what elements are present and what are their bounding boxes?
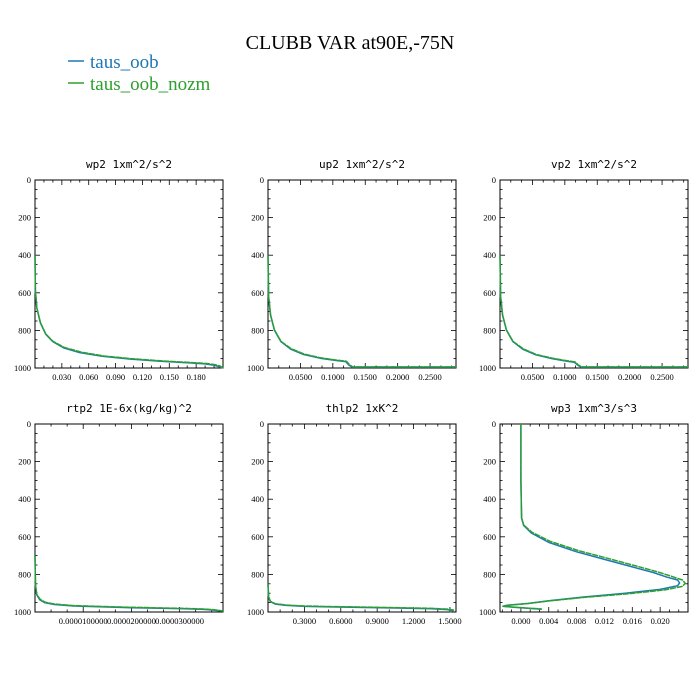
y-tick-label: 200 (18, 213, 31, 223)
panel-title: thlp2 1xK^2 (326, 402, 399, 415)
series-line-taus_oob_nozm (502, 424, 686, 610)
y-tick-label: 800 (251, 325, 264, 335)
y-tick-label: 1000 (479, 607, 496, 617)
y-tick-label: 1000 (479, 363, 496, 373)
x-tick-label: 1.2000 (402, 616, 425, 626)
series-line-taus_oob_nozm (34, 555, 224, 612)
series-line-taus_oob_nozm (267, 255, 456, 368)
panel-title: rtp2 1E-6x(kg/kg)^2 (66, 402, 192, 415)
y-tick-label: 200 (251, 457, 264, 467)
x-tick-label: 0.012 (595, 616, 614, 626)
x-tick-label: 0.030 (52, 372, 71, 382)
plot-frame (499, 423, 689, 613)
y-tick-label: 800 (251, 569, 264, 579)
panel-0: wp2 1xm^2/s^2 0 200 400 600 800 1000 0.030 0.060… (14, 158, 224, 382)
figure-title: CLUBB VAR at90E,-75N (246, 32, 455, 54)
x-tick-label: 0.9000 (365, 616, 388, 626)
x-tick-label: 0.016 (623, 616, 642, 626)
x-tick-label: 0.2000 (618, 372, 641, 382)
y-tick-label: 400 (251, 494, 264, 504)
x-tick-label: 0.120 (133, 372, 152, 382)
plot-frame (34, 423, 224, 613)
series-line-taus_oob (34, 555, 224, 612)
x-tick-label: 0.090 (106, 372, 125, 382)
plot-frame (267, 423, 457, 613)
panel-title: vp2 1xm^2/s^2 (551, 158, 637, 171)
x-tick-label: 0.060 (79, 372, 98, 382)
x-tick-label: 0.1000 (321, 372, 344, 382)
y-tick-label: 200 (18, 457, 31, 467)
y-tick-label: 400 (251, 250, 264, 260)
y-tick-label: 0 (260, 419, 264, 429)
series-line-taus_oob_nozm (34, 255, 224, 369)
legend-label-taus-oob: taus_oob (90, 52, 159, 73)
panel-1: up2 1xm^2/s^2 0 200 400 600 800 1000 0.0500 0.10… (247, 158, 457, 382)
y-tick-label: 1000 (14, 363, 31, 373)
plot-frame (499, 179, 689, 369)
y-tick-label: 0 (27, 419, 31, 429)
x-tick-label: 0.0500 (521, 372, 544, 382)
x-tick-label: 0.1000 (553, 372, 576, 382)
panel-title: wp2 1xm^2/s^2 (86, 158, 172, 171)
plot-frame (267, 179, 457, 369)
x-tick-label: 1.5000 (438, 616, 461, 626)
y-tick-label: 1000 (247, 607, 264, 617)
y-tick-label: 1000 (14, 607, 31, 617)
series-line-taus_oob (34, 255, 224, 369)
legend-label-taus-oob-nozm: taus_oob_nozm (90, 74, 211, 95)
y-tick-label: 800 (483, 325, 496, 335)
panel-4: thlp2 1xK^2 0 200 400 600 800 1000 0.3000 0.6000… (247, 402, 462, 626)
y-tick-label: 0 (492, 419, 496, 429)
y-tick-label: 400 (483, 250, 496, 260)
x-tick-label: 0.180 (187, 372, 206, 382)
y-tick-label: 800 (18, 569, 31, 579)
y-tick-label: 600 (251, 532, 264, 542)
x-tick-label: 0.1500 (354, 372, 377, 382)
series-line-taus_oob_nozm (267, 583, 455, 613)
y-tick-label: 0 (492, 175, 496, 185)
series-line-taus_oob (502, 424, 681, 610)
x-tick-label: 0.000 (511, 616, 530, 626)
y-tick-label: 400 (18, 250, 31, 260)
panel-2: vp2 1xm^2/s^2 0 200 400 600 800 1000 0.0500 0.10… (479, 158, 689, 382)
y-tick-label: 0 (260, 175, 264, 185)
y-tick-label: 600 (483, 532, 496, 542)
y-tick-label: 600 (483, 288, 496, 298)
x-tick-label: 0.1500 (586, 372, 609, 382)
x-tick-label: 0.2500 (418, 372, 441, 382)
panel-title: wp3 1xm^3/s^3 (551, 402, 637, 415)
x-tick-label: 0.3000 (293, 616, 316, 626)
y-tick-label: 400 (18, 494, 31, 504)
x-tick-label: 0.0000100000 (59, 616, 108, 626)
x-tick-label: 0.0500 (289, 372, 312, 382)
y-tick-label: 400 (483, 494, 496, 504)
x-tick-label: 0.150 (160, 372, 179, 382)
panel-title: up2 1xm^2/s^2 (319, 158, 405, 171)
y-tick-label: 200 (483, 213, 496, 223)
x-tick-label: 0.2000 (386, 372, 409, 382)
legend: taus_oob taus_oob_nozm (68, 52, 211, 95)
panel-grid: wp2 1xm^2/s^2 0 200 400 600 800 1000 0.030 0.060… (14, 158, 689, 626)
y-tick-label: 800 (18, 325, 31, 335)
y-tick-label: 600 (18, 532, 31, 542)
y-tick-label: 1000 (247, 363, 264, 373)
series-line-taus_oob_nozm (499, 255, 688, 368)
panel-3: rtp2 1E-6x(kg/kg)^2 0 200 400 600 800 1000 0.00… (14, 402, 224, 626)
x-tick-label: 0.2500 (650, 372, 673, 382)
y-tick-label: 200 (483, 457, 496, 467)
x-tick-label: 0.020 (651, 616, 670, 626)
y-tick-label: 800 (483, 569, 496, 579)
x-tick-label: 0.6000 (329, 616, 352, 626)
x-tick-label: 0.004 (539, 616, 559, 626)
y-tick-label: 600 (18, 288, 31, 298)
y-tick-label: 600 (251, 288, 264, 298)
x-tick-label: 0.0000200000 (107, 616, 156, 626)
x-tick-label: 0.008 (567, 616, 586, 626)
y-tick-label: 200 (251, 213, 264, 223)
plot-frame (34, 179, 224, 369)
y-tick-label: 0 (27, 175, 31, 185)
x-tick-label: 0.0000300000 (155, 616, 204, 626)
panel-5: wp3 1xm^3/s^3 0 200 400 600 800 1000 0.000 0.004… (479, 402, 689, 626)
